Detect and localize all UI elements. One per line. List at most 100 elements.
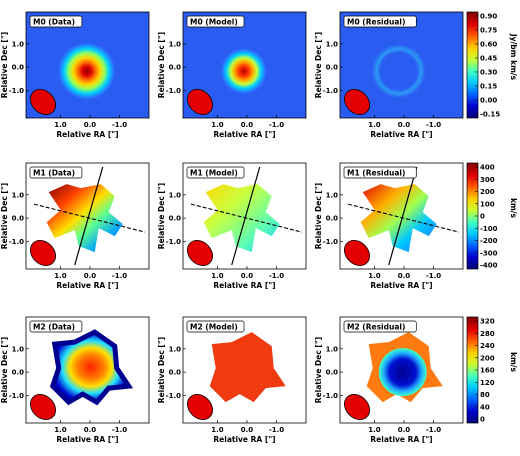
x-tick-label: -1.0 [269,272,284,280]
residual-core [378,348,427,397]
panel-title-box [29,166,83,179]
x-tick-label: 1.0 [211,121,224,129]
colorbar-tick-label: -100 [480,225,498,233]
y-axis-label: Relative Dec ["] [0,32,9,98]
y-tick-label: 0.0 [12,64,25,72]
panel-frame [182,162,307,270]
colorbar-m2: 320 280 240 200 160 120 80 40 0 km/s [466,316,518,424]
velocity-field [203,184,280,253]
panel-frame [182,11,307,119]
panel-title-box [186,15,245,28]
emission-peak [56,41,117,102]
colorbar-label: km/s [509,352,518,373]
x-tick-label: 0.0 [398,426,411,434]
x-axis-label: Relative RA ["] [370,281,432,290]
y-axis-label: Relative Dec ["] [314,183,323,249]
x-tick-label: 1.0 [368,426,381,434]
panel-title: M1 (Residual) [347,169,405,178]
colorbar-tick-label: 0.15 [480,83,497,91]
y-tick-label: 1.0 [169,40,182,48]
beam-ellipse [187,240,213,266]
x-tick-label: 1.0 [54,426,67,434]
major-axis-line [231,166,261,266]
x-tick-label: 1.0 [54,272,67,280]
x-axis-label: Relative RA ["] [213,130,275,139]
colorbar-tick-label: 200 [480,354,495,362]
colorbar-tick-label: 0.60 [480,41,497,49]
y-tick-label: 0.0 [169,369,182,377]
colorbar-tick-label: 200 [480,188,495,196]
y-tick-label: 1.0 [326,345,339,353]
x-axis-label: Relative RA ["] [56,435,118,444]
panel-frame [25,11,150,119]
beam-ellipse [344,394,370,420]
minor-axis-line [190,203,303,233]
x-tick-label: 1.0 [54,121,67,129]
colorbar-tick-label: 100 [480,200,495,208]
y-tick-label: 1.0 [326,40,339,48]
colorbar-tick-label: 0 [480,416,485,424]
x-tick-label: -1.0 [112,121,127,129]
x-tick-label: -1.0 [426,272,441,280]
panel-frame [339,162,464,270]
x-axis-label: Relative RA ["] [213,281,275,290]
panel-title-box [343,320,417,333]
panel-title-box [29,320,83,333]
panel-title: M2 (Data) [33,323,75,332]
panel-title: M1 (Model) [190,169,238,178]
panel-title-box [186,166,245,179]
y-tick-label: -1.0 [166,238,181,246]
colorbar-tick-label: 160 [480,367,495,375]
colorbar-tick-label: 240 [480,342,495,350]
y-axis-label: Relative Dec ["] [157,183,166,249]
colorbar-tick-label: 280 [480,330,495,338]
panel-image [183,12,306,118]
y-tick-label: -1.0 [9,392,24,400]
panel-title: M2 (Model) [190,323,238,332]
y-tick-label: 1.0 [169,191,182,199]
panel-title-box [343,15,417,28]
x-tick-label: 0.0 [241,272,254,280]
colorbar-tick-label: 320 [480,318,495,326]
panel-frame [339,11,464,119]
beam-ellipse [30,240,56,266]
x-tick-label: -1.0 [112,272,127,280]
x-tick-label: 0.0 [398,121,411,129]
x-axis-label: Relative RA ["] [213,435,275,444]
x-tick-label: 0.0 [241,426,254,434]
x-axis-label: Relative RA ["] [370,435,432,444]
y-axis-label: Relative Dec ["] [157,337,166,403]
velocity-field [46,184,123,253]
beam-ellipse [30,394,56,420]
y-tick-label: 0.0 [326,64,339,72]
y-tick-label: -1.0 [9,238,24,246]
colorbar-tick-label: 0.90 [480,13,497,21]
panel-frame [25,162,150,270]
beam-ellipse [30,89,56,115]
y-axis-label: Relative Dec ["] [314,32,323,98]
y-tick-label: 1.0 [12,191,25,199]
panel-image [340,163,463,269]
panel-image [183,163,306,269]
colorbar-tick-label: -200 [480,237,498,245]
panel-image [26,12,149,118]
panel-frame [339,316,464,424]
residual-ring [370,43,427,100]
x-axis-label: Relative RA ["] [56,130,118,139]
velocity-field [360,184,437,253]
colorbar-tick-label: 40 [480,403,490,411]
y-tick-label: -1.0 [323,87,338,95]
x-tick-label: -1.0 [426,426,441,434]
y-tick-label: -1.0 [323,238,338,246]
colorbar-tick-label: 300 [480,176,495,184]
beam-ellipse [187,89,213,115]
y-tick-label: 0.0 [326,369,339,377]
x-tick-label: 0.0 [84,272,97,280]
